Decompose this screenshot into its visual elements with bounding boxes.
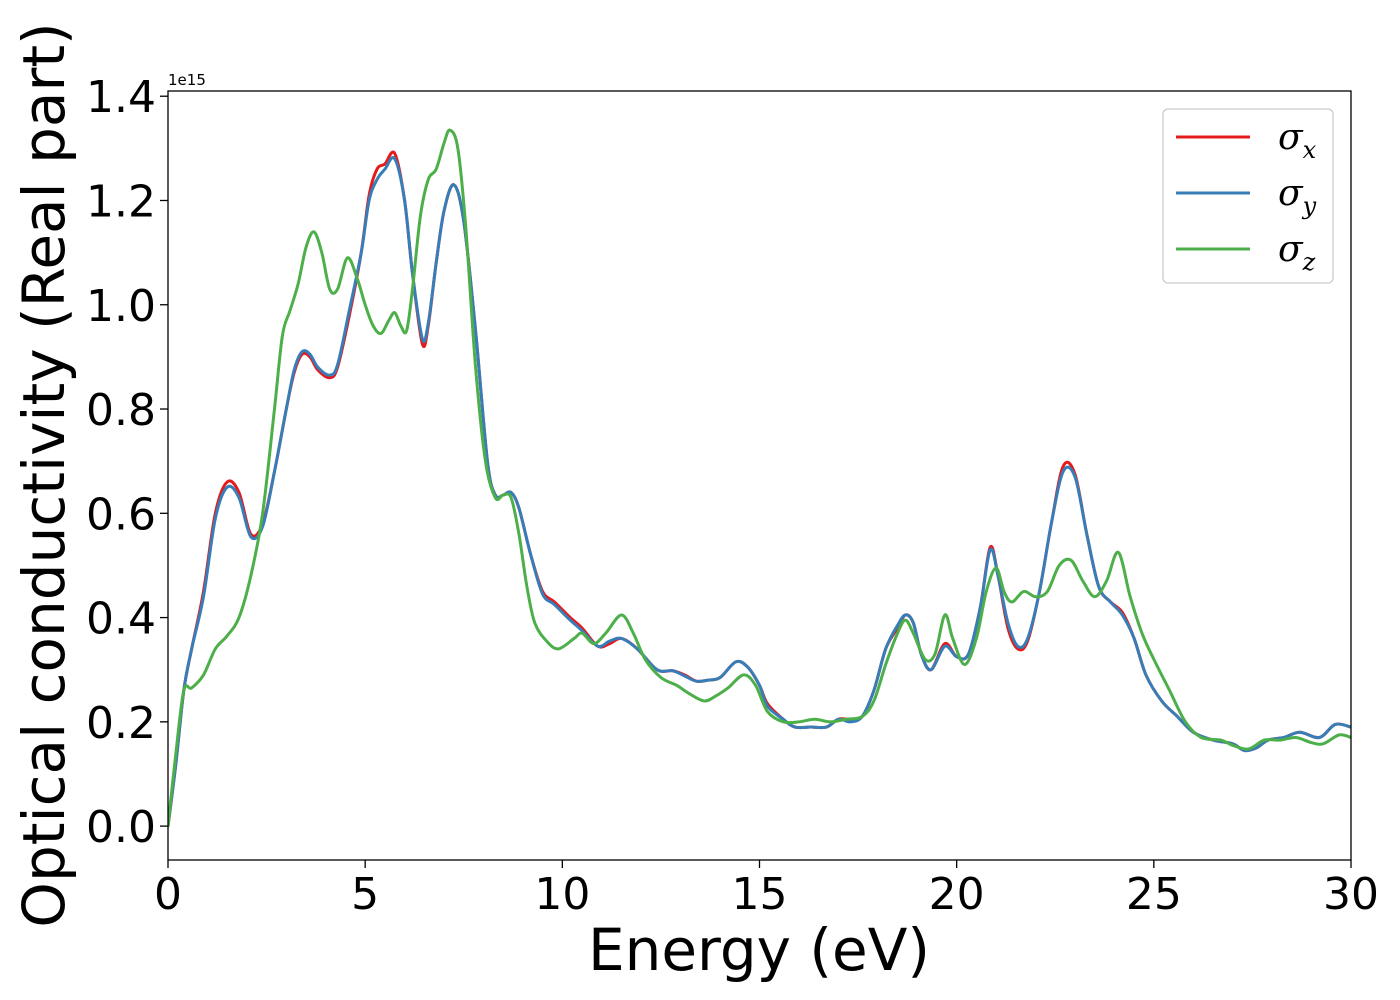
x-tick-label: 25	[1126, 869, 1182, 920]
series-line-z	[168, 128, 1351, 828]
series-line-y	[168, 156, 1351, 828]
x-tick-label: 10	[534, 869, 590, 920]
legend-entry-x: σx	[1176, 117, 1317, 164]
legend-label-z: σz	[1278, 229, 1316, 276]
legend-entry-y: σy	[1176, 173, 1317, 220]
y-axis: 0.0 0.2 0.4 0.6 0.8 1.0 1.2 1.4	[86, 72, 168, 853]
x-tick-label: 0	[154, 869, 182, 920]
y-tick-label: 1.4	[86, 72, 156, 123]
x-tick-label: 5	[351, 869, 379, 920]
x-axis: 0 5 10 15 20 25 30	[154, 860, 1379, 920]
legend-frame	[1162, 108, 1334, 284]
y-axis-title: Optical conductivity (Real part)	[10, 22, 78, 927]
y-offset-text: 1e15	[168, 71, 206, 89]
x-tick-label: 15	[732, 869, 788, 920]
y-tick-label: 0.6	[86, 489, 156, 540]
legend-entry-z: σz	[1176, 229, 1316, 276]
y-tick-label: 0.4	[86, 594, 156, 645]
y-tick-label: 1.0	[86, 281, 156, 332]
legend-label-x: σx	[1278, 117, 1317, 164]
legend-label-y: σy	[1278, 173, 1317, 220]
y-tick-label: 0.0	[86, 802, 156, 853]
x-tick-label: 30	[1323, 869, 1379, 920]
y-tick-label: 0.2	[86, 698, 156, 749]
x-tick-label: 20	[929, 869, 985, 920]
y-tick-label: 1.2	[86, 176, 156, 227]
legend: σx σy σz	[1162, 108, 1334, 284]
series-layer	[168, 128, 1351, 828]
y-tick-label: 0.8	[86, 385, 156, 436]
x-axis-title: Energy (eV)	[588, 916, 930, 984]
